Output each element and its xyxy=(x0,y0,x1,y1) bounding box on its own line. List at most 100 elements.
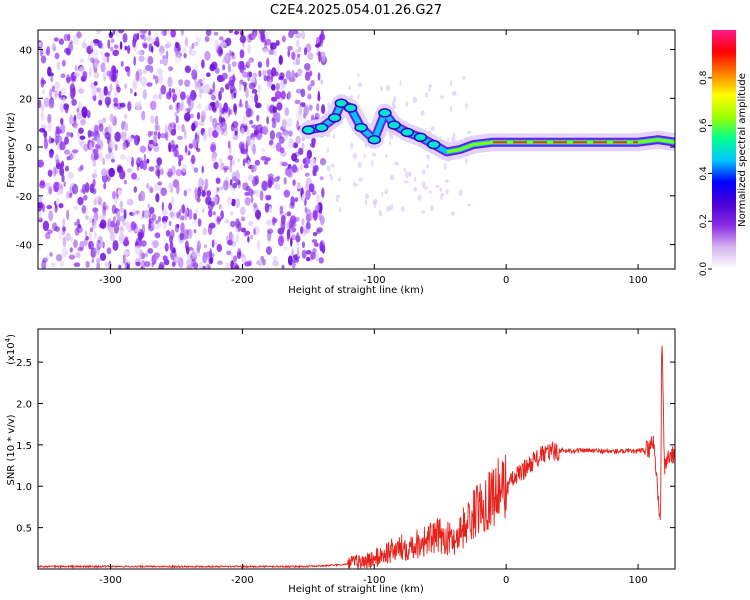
spectrogram-speckle xyxy=(60,117,64,125)
spectrogram-speckle xyxy=(171,262,176,268)
spectrogram-speckle xyxy=(267,173,274,179)
spectrogram-speckle xyxy=(234,130,238,136)
colorbar-tick-label: 0.8 xyxy=(699,70,709,85)
spectrogram-speckle xyxy=(78,102,82,110)
spectrogram-speckle xyxy=(237,158,241,163)
spectrogram-speckle xyxy=(201,59,205,69)
spectrogram-speckle xyxy=(38,243,41,253)
spectrogram-speckle xyxy=(208,222,216,229)
spectrogram-speckle xyxy=(357,161,362,169)
spectrogram-speckle xyxy=(295,56,301,66)
spectrogram-speckle xyxy=(270,42,277,50)
spectrogram-speckle xyxy=(175,184,180,195)
spectrogram-speckle xyxy=(218,203,222,210)
spectrogram-speckle xyxy=(444,179,449,183)
spectrogram-speckle xyxy=(267,238,271,245)
spectrogram-speckle xyxy=(266,78,273,88)
spectrogram-speckle xyxy=(58,90,62,98)
spectrogram-speckle xyxy=(180,91,186,100)
spectrogram-speckle xyxy=(215,100,220,109)
spectrogram-speckle xyxy=(164,242,169,252)
y-tick-label: 2.5 xyxy=(16,358,32,369)
spectrogram-speckle xyxy=(93,39,100,44)
spectrogram-speckle xyxy=(412,96,417,104)
spectrogram-speckle xyxy=(253,202,257,208)
spectrogram-speckle xyxy=(288,130,293,137)
spectrogram-speckle xyxy=(73,72,80,77)
spectrogram-speckle xyxy=(80,118,86,126)
spectrogram-speckle xyxy=(118,30,125,34)
spectrogram-speckle xyxy=(103,182,107,190)
spectrogram-speckle xyxy=(152,74,156,80)
spectrogram-speckle xyxy=(447,137,450,143)
spectrogram-speckle xyxy=(196,112,201,120)
spectrogram-speckle xyxy=(144,209,150,219)
spectrogram-speckle xyxy=(158,125,161,132)
spectrogram-speckle xyxy=(244,197,251,206)
spectrogram-speckle xyxy=(198,79,203,83)
spectrogram-speckle xyxy=(426,154,431,160)
spectrogram-speckle xyxy=(61,174,65,183)
spectrogram-speckle xyxy=(170,30,176,38)
spectrogram-speckle xyxy=(43,138,49,150)
spectrogram-speckle xyxy=(266,57,270,68)
spectrogram-speckle xyxy=(171,88,176,94)
spectrogram-speckle xyxy=(283,132,289,140)
spectrogram-speckle xyxy=(202,131,208,142)
spectrogram-speckle xyxy=(59,167,65,176)
spectrogram-speckle xyxy=(277,62,281,73)
spectrogram-speckle xyxy=(62,97,66,104)
spectrogram-speckle xyxy=(286,229,291,240)
spectrogram-speckle xyxy=(196,245,201,254)
spectrogram-speckle xyxy=(247,159,251,168)
spectrogram-speckle xyxy=(212,130,219,138)
spectrogram-speckle xyxy=(306,256,311,262)
spectrogram-speckle xyxy=(141,259,146,269)
spectrogram-speckle xyxy=(147,130,152,138)
spectrogram-speckle xyxy=(159,51,163,57)
spectrogram-speckle xyxy=(99,151,103,162)
spectrogram-speckle xyxy=(209,115,213,123)
spectrogram-speckle xyxy=(298,147,304,156)
spectrogram-speckle xyxy=(77,246,84,252)
spectrogram-speckle xyxy=(232,182,238,189)
spectrogram-speckle xyxy=(159,133,167,139)
ridge-blob xyxy=(400,127,415,138)
spectrogram-speckle xyxy=(108,226,114,234)
spectrogram-speckle xyxy=(198,89,203,99)
spectrogram-speckle xyxy=(159,59,163,64)
x-tick-label: -300 xyxy=(99,575,122,586)
spectrogram-speckle xyxy=(112,68,117,80)
spectrogram-speckle xyxy=(109,113,114,123)
spectrogram-image xyxy=(38,30,675,269)
spectrogram-speckle xyxy=(207,126,214,138)
spectrogram-speckle xyxy=(231,61,237,67)
spectrogram-speckle xyxy=(64,136,69,145)
spectrogram-speckle xyxy=(165,229,171,237)
spectrogram-speckle xyxy=(201,189,206,197)
spectrogram-speckle xyxy=(147,248,154,254)
ridge-blob xyxy=(387,120,401,130)
spectrogram-speckle xyxy=(60,73,66,79)
spectrogram-speckle xyxy=(68,114,74,125)
spectrogram-speckle xyxy=(191,69,198,80)
spectrogram-speckle xyxy=(206,190,212,197)
spectrogram-speckle xyxy=(47,66,52,77)
spectrogram-speckle xyxy=(201,165,204,174)
spectrogram-speckle xyxy=(131,156,134,168)
spectrogram-speckle xyxy=(305,221,311,230)
spectrogram-speckle xyxy=(197,103,202,110)
spectrogram-speckle xyxy=(241,216,246,222)
spectrogram-speckle xyxy=(292,30,299,35)
spectrogram-speckle xyxy=(43,97,50,108)
spectrogram-speckle xyxy=(130,88,133,94)
spectrogram-speckle xyxy=(157,131,161,140)
spectrogram-speckle xyxy=(307,84,312,91)
spectrogram-speckle xyxy=(48,210,54,222)
spectrogram-speckle xyxy=(267,228,274,234)
x-tick-label: 0 xyxy=(503,575,509,586)
spectrogram-speckle xyxy=(76,107,80,113)
spectrogram-speckle xyxy=(112,30,116,36)
spectrogram-speckle xyxy=(384,188,389,195)
spectrogram-speckle xyxy=(249,76,255,83)
